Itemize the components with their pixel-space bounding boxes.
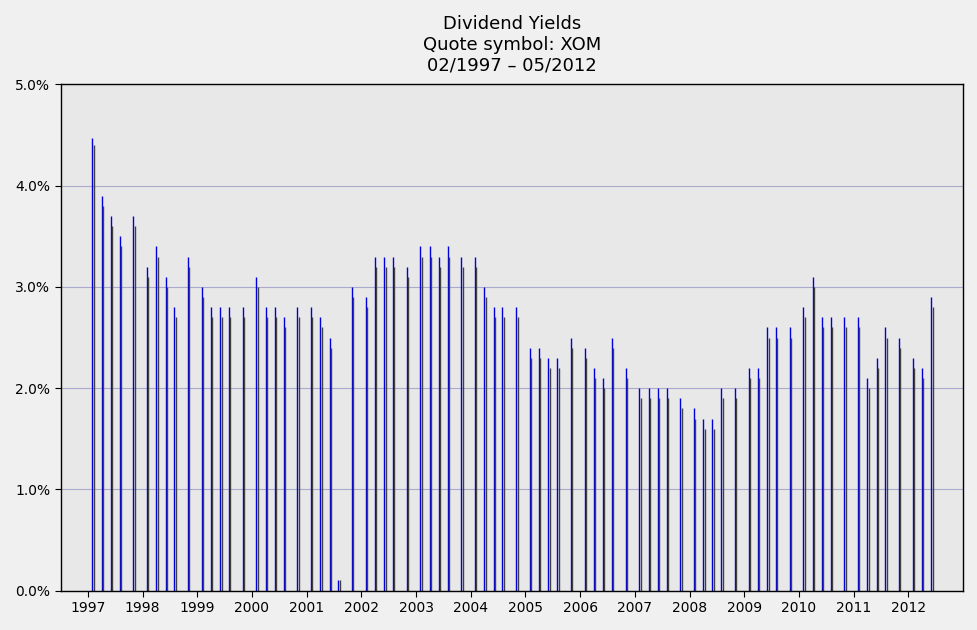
- Title: Dividend Yields
Quote symbol: XOM
02/1997 – 05/2012: Dividend Yields Quote symbol: XOM 02/199…: [422, 15, 600, 74]
